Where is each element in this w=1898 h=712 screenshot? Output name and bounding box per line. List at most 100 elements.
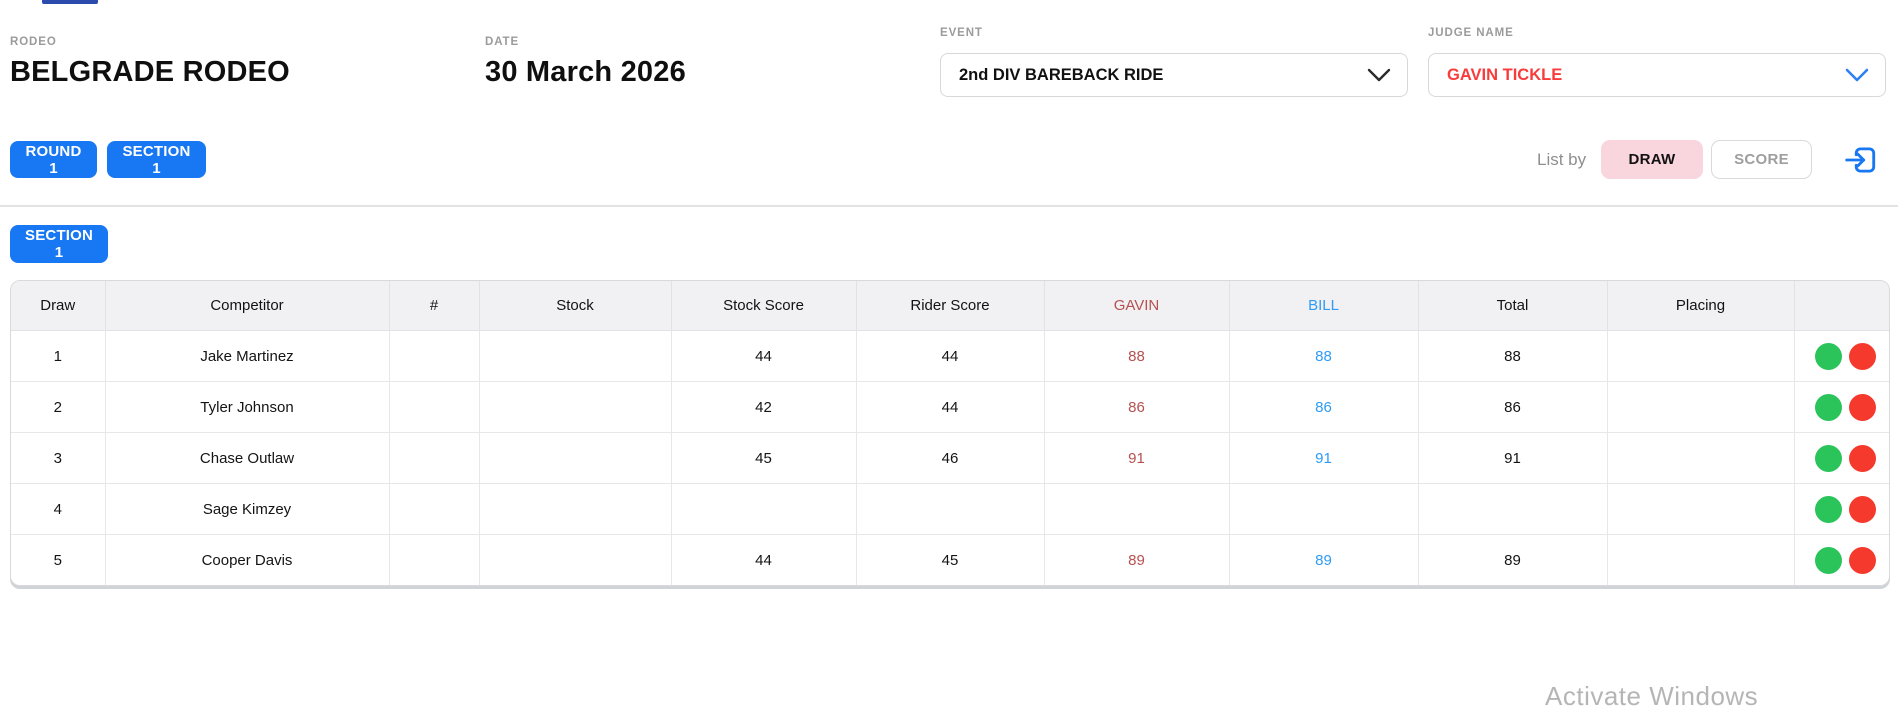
reject-circle-button[interactable] (1849, 546, 1876, 574)
cell-stock-score: 44 (670, 534, 856, 585)
judge-select[interactable]: GAVIN TICKLE (1428, 53, 1886, 97)
cell-actions (1793, 381, 1889, 433)
cell-stock (478, 534, 671, 585)
cutoff-tab-sliver (42, 0, 98, 4)
column-header-competitor: Competitor (104, 281, 389, 331)
table-row: 5 Cooper Davis 44 45 89 89 89 (11, 534, 1889, 585)
cell-num (388, 432, 479, 484)
reject-circle-button[interactable] (1849, 393, 1876, 421)
column-header-total: Total (1417, 281, 1607, 331)
cell-stock (478, 432, 671, 484)
cell-gavin[interactable]: 89 (1043, 534, 1229, 585)
cell-num (388, 381, 479, 433)
cell-gavin[interactable]: 86 (1043, 381, 1229, 433)
cell-total: 88 (1417, 330, 1607, 382)
cell-bill (1228, 483, 1418, 535)
column-header-stock_score: Stock Score (670, 281, 856, 331)
judge-name-label: JUDGE NAME (1428, 27, 1514, 39)
score-table: Draw Competitor # Stock Stock Score Rider Sco… (10, 280, 1890, 586)
reject-circle-button[interactable] (1849, 342, 1876, 370)
cell-draw: 5 (11, 534, 105, 585)
horizontal-divider (0, 205, 1898, 207)
cell-stock-score (670, 483, 856, 535)
list-by-draw-button[interactable]: DRAW (1601, 140, 1703, 179)
column-header-draw: Draw (11, 281, 105, 331)
approve-circle-button[interactable] (1815, 495, 1842, 523)
rodeo-name: BELGRADE RODEO (10, 56, 290, 88)
section-header-button[interactable]: SECTION 1 (10, 225, 108, 263)
cell-rider-score: 45 (855, 534, 1044, 585)
cell-placing (1606, 483, 1794, 535)
approve-circle-button[interactable] (1815, 342, 1842, 370)
date-value: 30 March 2026 (485, 56, 686, 88)
event-selected-value: 2nd DIV BAREBACK RIDE (959, 65, 1164, 84)
section-button[interactable]: SECTION 1 (107, 141, 206, 178)
round-button[interactable]: ROUND 1 (10, 141, 97, 178)
event-select[interactable]: 2nd DIV BAREBACK RIDE (940, 53, 1408, 97)
exit-button[interactable] (1843, 142, 1879, 178)
cell-competitor: Tyler Johnson (104, 381, 389, 433)
table-row: 2 Tyler Johnson 42 44 86 86 86 (11, 381, 1889, 433)
cell-stock (478, 330, 671, 382)
cell-bill: 91 (1228, 432, 1418, 484)
column-header-bill: BILL (1228, 281, 1418, 331)
table-row: 4 Sage Kimzey (11, 483, 1889, 535)
cell-total: 89 (1417, 534, 1607, 585)
reject-circle-button[interactable] (1849, 444, 1876, 472)
cell-placing (1606, 330, 1794, 382)
cell-bill: 86 (1228, 381, 1418, 433)
cell-actions (1793, 432, 1889, 484)
event-label: EVENT (940, 27, 983, 39)
cell-draw: 3 (11, 432, 105, 484)
cell-total (1417, 483, 1607, 535)
chevron-down-icon (1845, 68, 1869, 82)
approve-circle-button[interactable] (1815, 546, 1842, 574)
cell-rider-score: 44 (855, 330, 1044, 382)
cell-num (388, 534, 479, 585)
rodeo-label: RODEO (10, 36, 57, 48)
table-row: 1 Jake Martinez 44 44 88 88 88 (11, 330, 1889, 382)
cell-gavin[interactable]: 91 (1043, 432, 1229, 484)
column-header-actions (1793, 281, 1889, 331)
event-info: EVENT 2nd DIV BAREBACK RIDE (940, 27, 1408, 97)
judge-info: JUDGE NAME GAVIN TICKLE (1428, 27, 1886, 97)
exit-icon (1845, 147, 1876, 173)
cell-bill: 89 (1228, 534, 1418, 585)
cell-gavin[interactable] (1043, 483, 1229, 535)
cell-placing (1606, 381, 1794, 433)
cell-bill: 88 (1228, 330, 1418, 382)
table-header-row: Draw Competitor # Stock Stock Score Rider Sco… (11, 281, 1889, 331)
cell-actions (1793, 330, 1889, 382)
cell-competitor: Cooper Davis (104, 534, 389, 585)
chevron-down-icon (1367, 68, 1391, 82)
reject-circle-button[interactable] (1849, 495, 1876, 523)
column-header-stock: Stock (478, 281, 671, 331)
rodeo-info: RODEO BELGRADE RODEO (10, 36, 290, 89)
approve-circle-button[interactable] (1815, 444, 1842, 472)
cell-stock-score: 44 (670, 330, 856, 382)
cell-actions (1793, 483, 1889, 535)
cell-num (388, 330, 479, 382)
list-by-label: List by (1537, 150, 1587, 169)
cell-rider-score: 46 (855, 432, 1044, 484)
cell-placing (1606, 534, 1794, 585)
column-header-num: # (388, 281, 479, 331)
judge-selected-value: GAVIN TICKLE (1447, 65, 1563, 84)
date-label: DATE (485, 36, 520, 48)
cell-competitor: Chase Outlaw (104, 432, 389, 484)
cell-stock-score: 42 (670, 381, 856, 433)
cell-placing (1606, 432, 1794, 484)
cell-rider-score (855, 483, 1044, 535)
cell-competitor: Jake Martinez (104, 330, 389, 382)
list-by-score-button[interactable]: SCORE (1711, 140, 1812, 179)
approve-circle-button[interactable] (1815, 393, 1842, 421)
cell-actions (1793, 534, 1889, 585)
cell-draw: 2 (11, 381, 105, 433)
cell-stock-score: 45 (670, 432, 856, 484)
cell-stock (478, 381, 671, 433)
cell-gavin[interactable]: 88 (1043, 330, 1229, 382)
cell-total: 91 (1417, 432, 1607, 484)
cell-competitor: Sage Kimzey (104, 483, 389, 535)
cell-total: 86 (1417, 381, 1607, 433)
cell-num (388, 483, 479, 535)
